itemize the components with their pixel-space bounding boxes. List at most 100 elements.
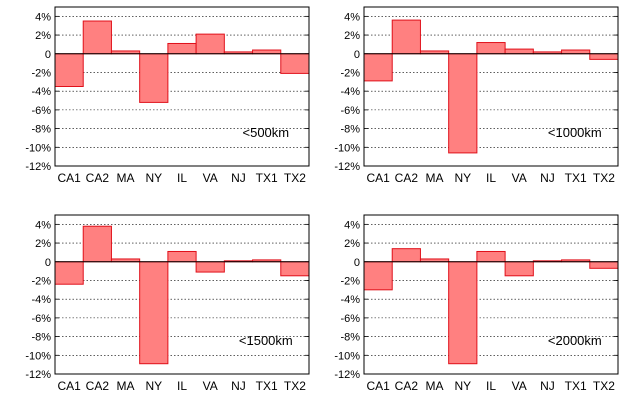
distance-annotation: <500km [243,125,290,140]
x-tick-label: NJ [540,379,555,393]
x-tick-label: IL [177,171,187,185]
bar-ny [139,53,169,103]
x-tick-label: VA [203,379,218,393]
x-tick-label: IL [486,171,496,185]
y-tick-label: 4% [35,11,51,23]
y-tick-label: 0 [354,49,360,61]
y-tick-label: -4% [31,86,51,98]
x-tick-label: TX2 [593,171,615,185]
x-tick-label: TX1 [256,171,278,185]
x-tick-label: MA [426,379,444,393]
bar-va [195,33,225,55]
plot-frame [363,6,619,167]
bar-tx2 [589,53,619,60]
x-tick-label: TX1 [565,171,587,185]
x-tick-label: VA [512,171,527,185]
y-tick-label: -6% [340,105,360,117]
bar-ca1 [363,261,393,291]
x-tick-label: CA2 [395,171,419,185]
bar-il [167,42,197,55]
y-tick-label: -4% [31,294,51,306]
distance-annotation: <1000km [548,125,602,140]
x-tick-label: NJ [540,171,555,185]
bar-il [476,250,506,263]
y-tick-label: -12% [334,369,360,381]
bar-ca1 [54,261,84,285]
x-tick-label: CA1 [366,171,390,185]
distance-annotation: <2000km [548,333,602,348]
x-tick-label: NY [145,379,162,393]
y-tick-label: -12% [334,161,360,173]
chart-panel-4: -12% -10% -8% -6% -4% -2% 0 2% 4% CA1 CA2 MA NY IL VA N… [334,214,619,393]
y-tick-label: -8% [31,124,51,136]
x-tick-label: TX2 [284,171,306,185]
x-tick-label: NY [454,379,471,393]
x-tick-label: VA [203,171,218,185]
x-tick-label: CA2 [86,379,110,393]
x-tick-label: NY [145,171,162,185]
y-tick-label: -4% [340,294,360,306]
bar-ca1 [54,53,84,87]
x-tick-label: NY [454,171,471,185]
y-tick-label: 2% [344,238,360,250]
bar-tx1 [252,49,282,55]
x-tick-label: TX2 [284,379,306,393]
y-tick-label: -10% [334,350,360,362]
x-tick-label: MA [426,171,444,185]
y-tick-label: -10% [25,142,51,154]
y-tick-label: -10% [25,350,51,362]
chart-panel-1: -12% -10% -8% -6% -4% -2% 0 2% 4% CA1 CA2 MA NY IL VA N… [25,6,310,185]
x-tick-label: TX1 [256,379,278,393]
y-tick-label: -12% [25,369,51,381]
y-tick-label: -8% [31,332,51,344]
bar-ca2 [391,248,421,263]
x-tick-label: MA [117,379,135,393]
bar-ny [448,261,478,365]
x-tick-label: TX1 [565,379,587,393]
y-tick-label: 0 [45,49,51,61]
y-tick-label: -10% [334,142,360,154]
x-tick-label: CA1 [57,171,81,185]
y-tick-label: -2% [340,67,360,79]
x-tick-label: NJ [231,171,246,185]
y-tick-label: -8% [340,332,360,344]
y-tick-label: -2% [31,67,51,79]
plot-frame [54,6,310,167]
chart-panel-2: -12% -10% -8% -6% -4% -2% 0 2% 4% CA1 CA2 MA NY IL VA N… [334,6,619,185]
bar-il [167,250,197,263]
x-tick-label: MA [117,171,135,185]
x-tick-label: CA2 [86,171,110,185]
bar-tx2 [280,261,310,277]
bar-va [504,261,534,277]
y-tick-label: 4% [344,219,360,231]
y-tick-label: -6% [31,313,51,325]
bar-va [195,261,225,273]
x-tick-label: CA1 [57,379,81,393]
y-tick-label: -4% [340,86,360,98]
bar-ca2 [82,20,112,55]
bar-il [476,42,506,55]
plot-frame [54,214,310,375]
y-tick-label: -6% [340,313,360,325]
x-tick-label: CA2 [395,379,419,393]
y-tick-label: -2% [340,275,360,287]
y-tick-label: -6% [31,105,51,117]
y-tick-label: -8% [340,124,360,136]
bar-tx2 [589,261,619,269]
bar-tx1 [561,49,591,55]
x-tick-label: VA [512,379,527,393]
bar-ny [139,261,169,365]
y-tick-label: 2% [35,238,51,250]
chart-panel-3: -12% -10% -8% -6% -4% -2% 0 2% 4% CA1 CA2 MA NY IL VA N… [25,214,310,393]
y-tick-label: 4% [35,219,51,231]
x-tick-label: TX2 [593,379,615,393]
bar-ca2 [82,225,112,263]
x-tick-label: NJ [231,379,246,393]
x-tick-label: IL [486,379,496,393]
x-tick-label: CA1 [366,379,390,393]
x-tick-label: IL [177,379,187,393]
y-tick-label: -12% [25,161,51,173]
bar-ny [448,53,478,154]
y-tick-label: 4% [344,11,360,23]
